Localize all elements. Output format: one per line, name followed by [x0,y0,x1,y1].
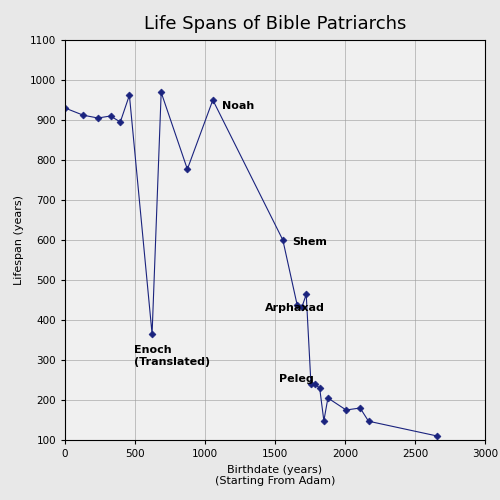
Text: Shem: Shem [292,237,326,247]
Text: Peleg: Peleg [279,374,314,384]
Title: Life Spans of Bible Patriarchs: Life Spans of Bible Patriarchs [144,15,406,33]
Text: Enoch
(Translated): Enoch (Translated) [134,345,210,367]
X-axis label: Birthdate (years)
(Starting From Adam): Birthdate (years) (Starting From Adam) [215,464,335,486]
Text: Arphaxad: Arphaxad [265,303,325,313]
Text: Noah: Noah [222,101,254,111]
Y-axis label: Lifespan (years): Lifespan (years) [14,195,24,285]
